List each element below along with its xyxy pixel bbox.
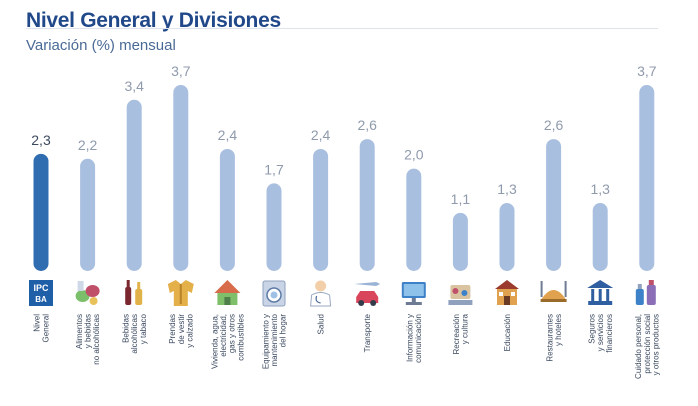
bar-2 [80,158,96,271]
school-icon [495,280,519,305]
restaurant-icon [540,281,567,302]
personal-care-icon [635,280,656,305]
value-label-8: 2,6 [357,117,377,133]
category-label-9: Información ycomunicación [406,314,424,363]
value-label-11: 1,3 [497,181,517,197]
bar-5 [219,148,235,271]
bar-9 [406,168,422,271]
bar-13 [592,203,608,271]
value-label-4: 3,7 [171,63,191,79]
category-label-1: NivelGeneral [33,314,51,343]
category-label-10: Recreacióny cultura [452,313,470,354]
category-label-14: Cuidado personal,protección socialy otro… [634,314,660,379]
bar-1 [33,153,49,271]
value-label-14: 3,7 [637,63,657,79]
bar-14 [639,85,655,271]
house-icon [214,280,241,305]
category-label-4: Prendasde vestiry calzado [168,313,194,347]
bottles-icon [125,280,143,305]
bar-11 [499,203,515,271]
category-label-7: Salud [317,314,326,334]
bar-3 [126,99,142,271]
food-icon [75,281,100,305]
value-label-13: 1,3 [590,181,610,197]
value-label-6: 1,7 [264,161,284,177]
value-label-2: 2,2 [78,137,98,153]
bank-icon [587,280,614,305]
bar-7 [313,148,329,271]
ipc-logo-icon: IPC BA [29,280,53,306]
clothing-icon [167,280,194,306]
bar-8 [359,139,375,271]
computer-icon [401,282,426,305]
category-label-8: Transporte [363,313,372,352]
category-label-12: Restaurantesy hoteles [545,314,563,362]
value-label-10: 1,1 [451,191,471,207]
bar-4 [173,85,189,271]
category-label-3: Bebidasalcohólicasy tabaco [122,313,148,353]
value-label-5: 2,4 [218,127,238,143]
washing-machine-icon [262,280,286,307]
category-label-5: Vivienda, agua,electricidad,gas y otrosc… [211,314,246,369]
value-label-12: 2,6 [544,117,564,133]
bar-10 [452,212,468,271]
bar-6 [266,183,282,271]
doctor-icon [310,280,332,307]
category-label-6: Equipamiento ymantenimientodel hogar [261,313,287,369]
value-label-9: 2,0 [404,147,424,163]
category-label-13: Segurosy serviciosfinancieros [588,314,614,353]
chart-subtitle: Variación (%) mensual [26,37,176,54]
bar-12 [546,139,562,271]
recreation-icon [448,285,473,305]
value-label-3: 3,4 [124,78,144,94]
value-label-1: 2,3 [31,132,51,148]
transport-icon [354,282,381,306]
category-label-2: Alimentosy bebidasno alcohólicas [75,314,101,365]
value-label-7: 2,4 [311,127,331,143]
svg-text:IPC: IPC [33,283,49,293]
chart-title: Nivel General y Divisiones [26,9,281,32]
svg-text:BA: BA [35,295,47,304]
category-label-11: Educación [503,314,512,351]
title-rule [26,28,658,29]
